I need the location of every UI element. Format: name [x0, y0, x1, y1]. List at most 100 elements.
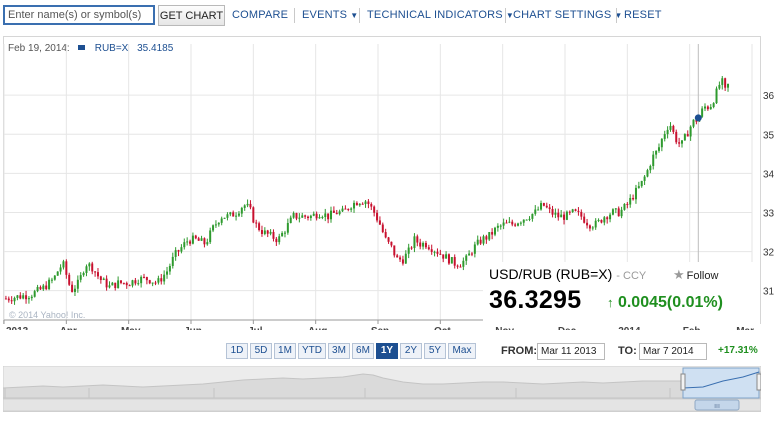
x-tick-label: Apr [60, 326, 77, 330]
candle-body [387, 237, 390, 242]
candle-body [652, 154, 655, 167]
candle-body [511, 221, 514, 225]
candle-body [99, 276, 102, 280]
follow-button[interactable]: ★ Follow [673, 267, 718, 283]
price-chart[interactable]: 31 32 33 34 35 36 2013 Apr May Jun Jul Aug Sep Oct No… [0, 0, 779, 330]
technical-indicators-menu[interactable]: TECHNICAL INDICATORS ▼ [367, 9, 514, 21]
candle-body [663, 134, 666, 139]
navigator-selection-window[interactable] [682, 367, 760, 399]
candle-body [419, 242, 422, 247]
range-button-1d[interactable]: 1D [226, 343, 248, 359]
candle-body [212, 225, 215, 231]
candle-body [724, 78, 727, 88]
range-button-1y[interactable]: 1Y [376, 343, 398, 359]
watermark: © 2014 Yahoo! Inc. [9, 310, 85, 320]
candle-body [525, 219, 528, 221]
range-button-6m[interactable]: 6M [352, 343, 374, 359]
navigator-scrollbar[interactable] [3, 398, 761, 412]
reset-button[interactable]: RESET [624, 9, 662, 21]
candle-body [148, 280, 151, 284]
from-date-input[interactable] [537, 343, 605, 360]
range-button-5y[interactable]: 5Y [424, 343, 446, 359]
candle-body [45, 285, 48, 290]
symbol-search-input[interactable] [3, 5, 155, 25]
x-tick-label: Jun [184, 326, 202, 330]
compare-button[interactable]: COMPARE [232, 9, 289, 21]
candle-body [675, 131, 678, 143]
candle-body [399, 257, 402, 260]
to-date-input[interactable] [639, 343, 707, 360]
hover-readout: Feb 19, 2014: RUB=X 35.4185 [8, 43, 173, 54]
range-button-5d[interactable]: 5D [250, 343, 272, 359]
candle-body [344, 208, 347, 210]
y-tick-label: 36 [763, 91, 775, 102]
candle-body [617, 208, 620, 217]
candle-body [289, 217, 292, 223]
candle-body [275, 238, 278, 243]
candle-body [390, 241, 393, 246]
candle-body [655, 150, 658, 155]
get-chart-button[interactable]: GET CHART [158, 5, 225, 26]
candle-body [59, 267, 62, 272]
candle-body [683, 134, 686, 141]
x-tick-label: Feb [683, 326, 701, 330]
candle-body [709, 107, 712, 110]
navigator-scroll-thumb[interactable] [694, 399, 740, 411]
candle-body [27, 298, 30, 300]
candle-body [163, 274, 166, 282]
candle-body [177, 250, 180, 252]
quote-change: ↑ 0.0045(0.01%) [607, 294, 723, 312]
candle-body [554, 212, 557, 215]
candle-body [488, 232, 491, 240]
navigator-left-handle[interactable] [680, 373, 686, 391]
candle-body [301, 215, 304, 218]
candle-body [186, 241, 189, 243]
candle-body [42, 285, 45, 290]
chart-settings-label: CHART SETTINGS [513, 9, 612, 21]
range-button-3m[interactable]: 3M [328, 343, 350, 359]
candle-body [281, 233, 284, 237]
separator [616, 8, 617, 23]
candle-body [203, 238, 206, 245]
candle-body [574, 209, 577, 211]
candle-body [600, 219, 603, 223]
candle-body [243, 205, 246, 208]
events-menu[interactable]: EVENTS ▼ [302, 9, 358, 21]
candle-body [33, 291, 36, 297]
candle-body [76, 279, 79, 289]
candle-body [378, 220, 381, 225]
candle-body [214, 224, 217, 226]
series-color-swatch [77, 45, 85, 51]
chart-settings-menu[interactable]: CHART SETTINGS ▼ [513, 9, 622, 21]
candle-body [442, 254, 445, 259]
range-button-1m[interactable]: 1M [274, 343, 296, 359]
candle-body [298, 217, 301, 219]
candle-body [166, 271, 169, 275]
candle-body [551, 209, 554, 215]
candle-body [401, 259, 404, 264]
candle-body [191, 235, 194, 244]
candle-body [94, 271, 97, 273]
candle-body [232, 212, 235, 217]
range-button-ytd[interactable]: YTD [298, 343, 326, 359]
candle-body [445, 254, 448, 259]
range-button-2y[interactable]: 2Y [400, 343, 422, 359]
candle-body [514, 224, 517, 226]
candle-body [338, 211, 341, 215]
candle-body [462, 260, 465, 267]
candle-body [557, 212, 560, 218]
chevron-down-icon: ▼ [614, 11, 623, 20]
candle-body [318, 217, 321, 219]
separator [505, 8, 506, 23]
x-tick-label: Dec [558, 326, 577, 330]
navigator-right-handle[interactable] [756, 373, 761, 391]
candle-body [476, 239, 479, 245]
candle-body [640, 180, 643, 187]
candle-body [341, 208, 344, 212]
candle-body [657, 147, 660, 151]
candle-body [718, 84, 721, 89]
candle-body [669, 125, 672, 130]
timeline-navigator[interactable]: 200320052007200920112013 ııı [3, 366, 761, 412]
range-button-max[interactable]: Max [448, 343, 476, 359]
y-tick-label: 33 [763, 208, 775, 219]
